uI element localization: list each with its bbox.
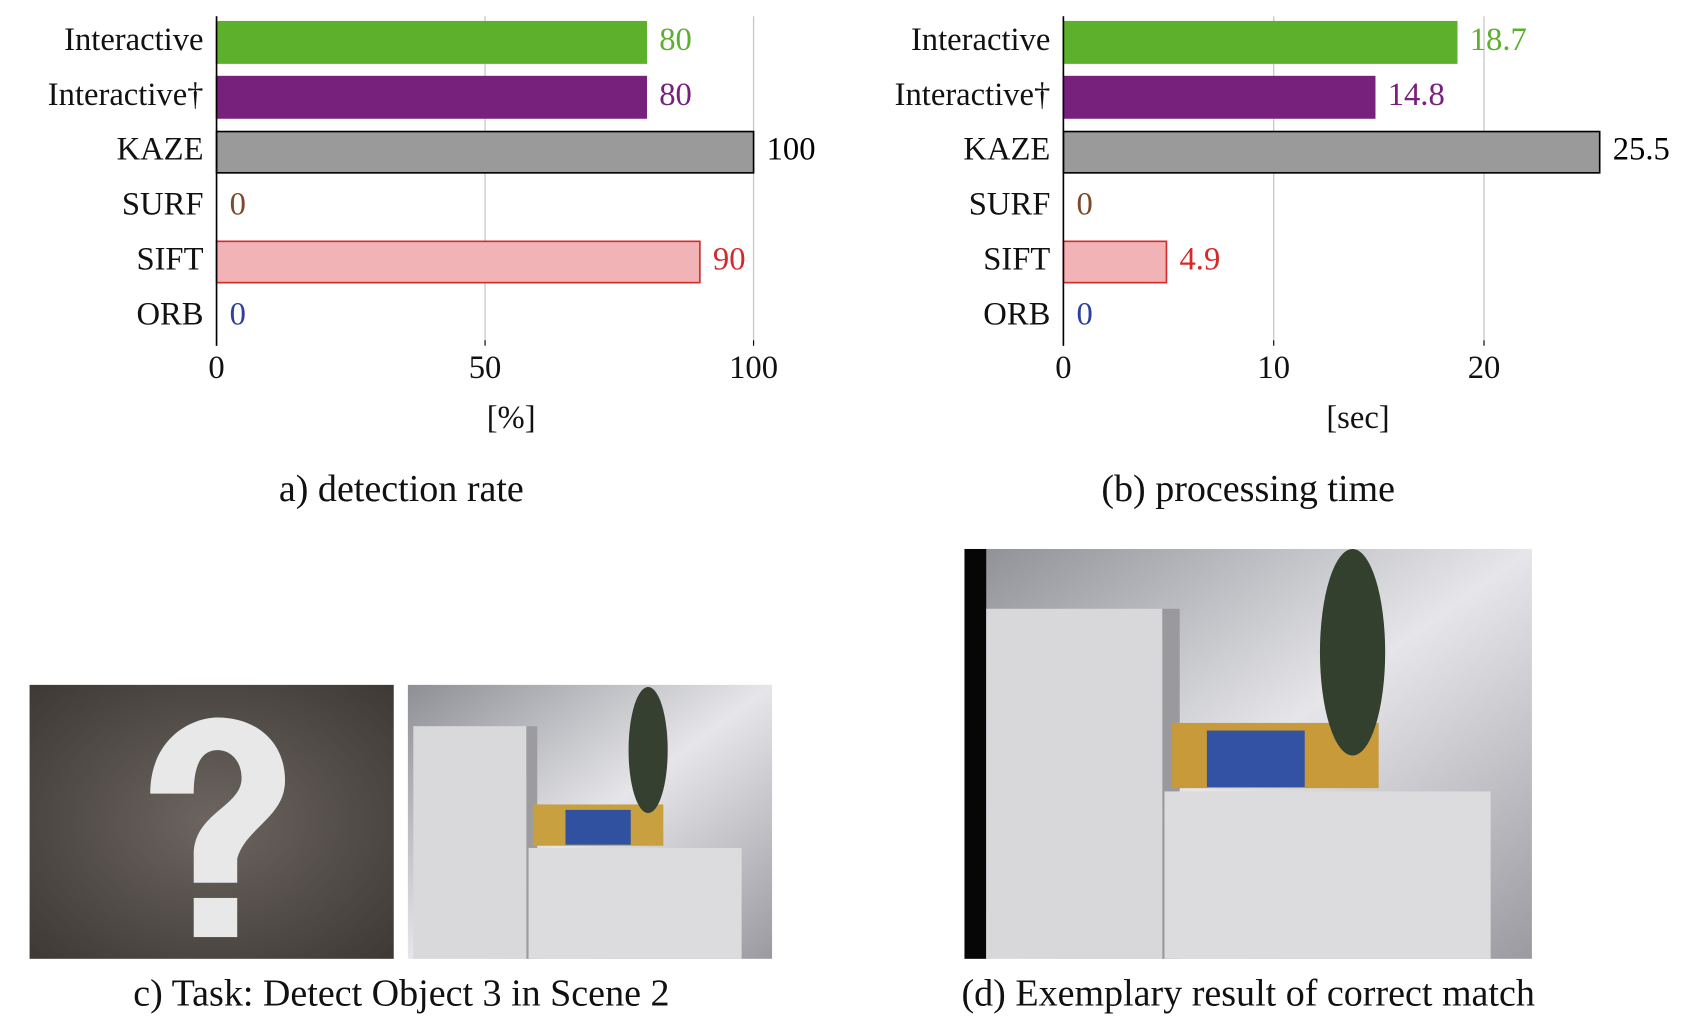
value-label: 4.9 (1179, 241, 1220, 277)
value-label: 90 (713, 241, 746, 277)
category-label: SURF (969, 187, 1051, 223)
category-label: Interactive (911, 22, 1050, 58)
bar (215, 130, 755, 174)
bar (1062, 20, 1458, 64)
value-label: 14.8 (1388, 77, 1445, 113)
value-label: 0 (1076, 296, 1092, 332)
chart-caption: a) detection rate (279, 468, 524, 510)
panel-caption: c) Task: Detect Object 3 in Scene 2 (133, 973, 669, 1015)
category-label: Interactive† (895, 77, 1051, 113)
value-label: 80 (659, 77, 692, 113)
x-tick-label: 50 (469, 350, 502, 386)
bar (1062, 75, 1376, 119)
panel-caption: (d) Exemplary result of correct match (962, 973, 1535, 1015)
bar (1062, 240, 1168, 284)
x-tick-label: 10 (1257, 350, 1290, 386)
category-label: Interactive (64, 22, 203, 58)
scene-image (407, 684, 773, 959)
value-label: 80 (659, 22, 692, 58)
bar (215, 240, 701, 284)
x-tick-label: 20 (1468, 350, 1501, 386)
bar (215, 75, 647, 119)
result-image (964, 548, 1532, 959)
category-label: KAZE (963, 132, 1050, 168)
category-label: KAZE (117, 132, 204, 168)
bar (215, 20, 647, 64)
category-label: SIFT (136, 241, 203, 277)
value-label: 100 (767, 132, 816, 168)
x-tick-label: 0 (1055, 350, 1071, 386)
category-label: Interactive† (48, 77, 204, 113)
chart-caption: (b) processing time (1101, 468, 1395, 510)
value-label: 18.7 (1470, 22, 1527, 58)
value-label: 0 (230, 187, 246, 223)
category-label: ORB (136, 296, 203, 332)
value-label: 25.5 (1613, 132, 1670, 168)
x-axis-label: [%] (487, 400, 536, 436)
category-label: SURF (122, 187, 204, 223)
x-tick-label: 100 (729, 350, 778, 386)
x-tick-label: 0 (208, 350, 224, 386)
bar (1062, 130, 1601, 174)
x-axis-label: [sec] (1326, 400, 1389, 436)
object-image (29, 684, 394, 959)
category-label: ORB (983, 296, 1050, 332)
category-label: SIFT (983, 241, 1050, 277)
value-label: 0 (1076, 187, 1092, 223)
value-label: 0 (230, 296, 246, 332)
